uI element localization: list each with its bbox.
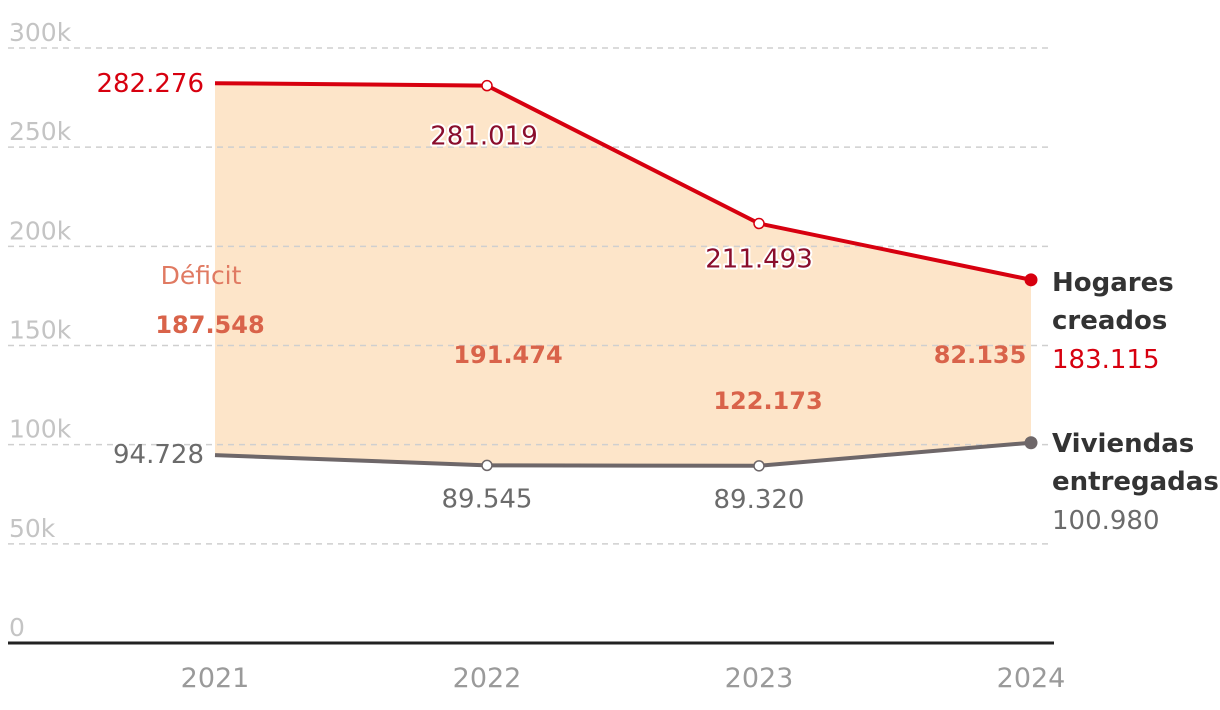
y-tick-label: 200k <box>9 216 72 245</box>
deficit-label: Déficit <box>161 261 242 290</box>
y-tick-label: 50k <box>9 514 56 543</box>
x-tick-label: 2022 <box>453 663 522 694</box>
hogares-series-name: creados <box>1052 306 1167 336</box>
deficit-value-label: 191.474 <box>453 341 562 369</box>
x-tick-label: 2023 <box>725 663 794 694</box>
viviendas-point <box>481 459 493 472</box>
deficit-value-label: 122.173 <box>713 387 822 415</box>
y-tick-label: 150k <box>9 316 72 345</box>
hogares-line <box>214 81 1032 282</box>
viviendas-point <box>753 460 765 472</box>
hogares-point <box>481 79 493 92</box>
y-tick-label: 100k <box>9 415 72 444</box>
x-tick-label: 2021 <box>181 663 250 694</box>
hogares-series-name: Hogares <box>1052 268 1174 298</box>
hogares-value-label: 183.115 <box>1052 345 1160 375</box>
deficit-value-label: 82.135 <box>934 341 1027 369</box>
hogares-end-dot <box>1024 273 1038 287</box>
viviendas-value-label: 100.980 <box>1052 506 1160 536</box>
y-tick-label: 250k <box>9 117 72 146</box>
viviendas-line <box>214 440 1032 468</box>
x-tick-label: 2024 <box>997 663 1066 694</box>
y-tick-label: 300k <box>9 18 72 47</box>
hogares-value-label: 281.019 <box>430 122 538 152</box>
viviendas-end-dot <box>1024 436 1038 450</box>
hogares-value-label: 282.276 <box>96 69 204 99</box>
deficit-area <box>215 83 1031 466</box>
viviendas-series-name: Viviendas <box>1052 429 1194 459</box>
viviendas-value-label: 89.545 <box>442 484 533 514</box>
deficit-value-label: 187.548 <box>155 311 264 339</box>
hogares-point <box>753 217 765 230</box>
viviendas-series-name: entregadas <box>1052 467 1219 497</box>
viviendas-value-label: 89.320 <box>714 485 805 515</box>
y-tick-label: 0 <box>9 613 25 642</box>
viviendas-value-label: 94.728 <box>113 440 204 470</box>
hogares-value-label: 211.493 <box>705 245 813 275</box>
